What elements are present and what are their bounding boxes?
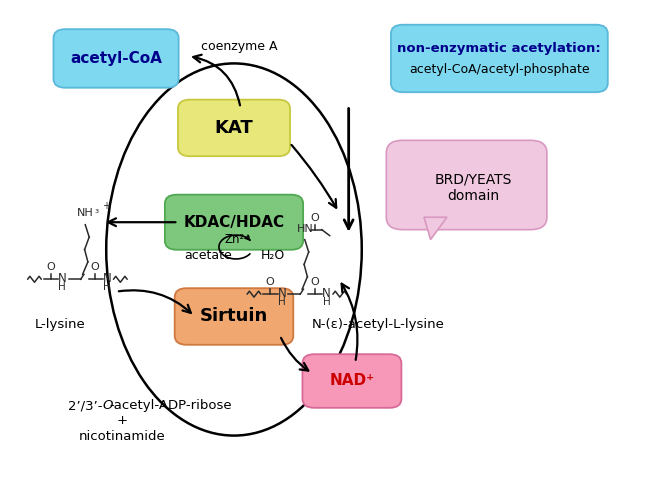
Text: Sirtuin: Sirtuin: [200, 307, 268, 325]
Text: KAT: KAT: [215, 119, 253, 137]
FancyBboxPatch shape: [53, 29, 178, 88]
Text: Zn²⁺: Zn²⁺: [224, 233, 251, 246]
Text: acetyl-CoA/acetyl-phosphate: acetyl-CoA/acetyl-phosphate: [409, 63, 590, 76]
Text: non-enzymatic acetylation:: non-enzymatic acetylation:: [397, 42, 601, 55]
FancyBboxPatch shape: [391, 25, 608, 92]
Text: +: +: [117, 414, 128, 427]
Text: H: H: [278, 296, 286, 306]
FancyBboxPatch shape: [178, 100, 290, 156]
Text: HN: HN: [296, 224, 313, 234]
Text: O: O: [310, 277, 319, 287]
FancyBboxPatch shape: [165, 195, 303, 250]
FancyBboxPatch shape: [174, 288, 293, 345]
Text: L-lysine: L-lysine: [35, 318, 86, 331]
Text: O: O: [311, 213, 320, 223]
Text: NH: NH: [77, 208, 93, 218]
Text: nicotinamide: nicotinamide: [79, 430, 166, 443]
Text: N: N: [58, 272, 66, 285]
Text: BRD/YEATS
domain: BRD/YEATS domain: [434, 172, 512, 203]
Text: acetate: acetate: [184, 249, 232, 262]
Text: coenzyme A: coenzyme A: [201, 39, 278, 52]
Text: N: N: [103, 272, 111, 285]
Text: -acetyl-ADP-ribose: -acetyl-ADP-ribose: [109, 399, 232, 412]
Text: N-(ε)-acetyl-L-lysine: N-(ε)-acetyl-L-lysine: [312, 318, 445, 331]
Text: KDAC/HDAC: KDAC/HDAC: [184, 215, 284, 230]
FancyBboxPatch shape: [303, 354, 401, 408]
Polygon shape: [424, 217, 447, 240]
Text: +: +: [102, 201, 111, 211]
Text: O: O: [103, 399, 113, 412]
Text: N: N: [322, 286, 331, 300]
Text: H: H: [322, 296, 330, 306]
Text: N: N: [278, 286, 286, 300]
Text: H: H: [103, 282, 111, 292]
Text: O: O: [266, 277, 274, 287]
Text: ₃: ₃: [95, 205, 99, 215]
Text: O: O: [46, 262, 55, 272]
Text: O: O: [91, 262, 99, 272]
Text: 2’/3’-: 2’/3’-: [68, 399, 103, 412]
Text: NAD⁺: NAD⁺: [330, 373, 374, 389]
Text: acetyl-CoA: acetyl-CoA: [70, 51, 162, 66]
FancyBboxPatch shape: [386, 140, 547, 230]
Text: H₂O: H₂O: [261, 249, 286, 262]
Text: H: H: [59, 282, 66, 292]
